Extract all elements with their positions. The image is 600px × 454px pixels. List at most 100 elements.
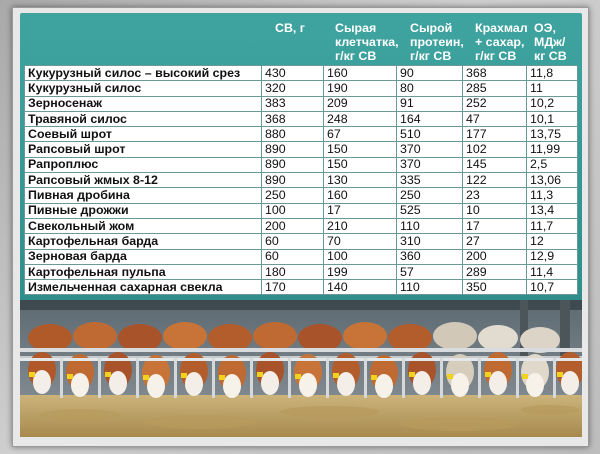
dm-cell: 100	[261, 202, 324, 219]
header-starch-line-2: + сахар,	[475, 35, 525, 49]
energy-cell: 10,1	[526, 110, 578, 128]
table-row: Зерновая барда 60 100 360 200 12,9	[24, 248, 578, 265]
dm-cell: 60	[261, 248, 324, 265]
table-row: Кукурузный силос 320 190 80 285 11	[24, 80, 578, 97]
fiber-cell: 210	[323, 217, 397, 235]
dm-cell: 180	[261, 263, 324, 281]
protein-cell: 370	[396, 156, 463, 174]
table-row: Травяной силос 368 248 164 47 10,1	[24, 110, 578, 128]
table-row: Измельченная сахарная свекла 170 140 110…	[24, 279, 578, 296]
starch-cell: 47	[462, 110, 527, 128]
header-starch-line-1: Крахмал	[475, 21, 528, 35]
starch-cell: 200	[462, 248, 527, 265]
cattle-photo-illustration	[20, 300, 582, 437]
dm-cell: 200	[261, 217, 324, 235]
starch-cell: 368	[462, 64, 527, 82]
fiber-cell: 190	[323, 80, 397, 97]
dm-cell: 430	[261, 64, 324, 82]
starch-cell: 102	[462, 141, 527, 158]
starch-cell: 289	[462, 263, 527, 281]
energy-cell: 11	[526, 80, 578, 97]
feed-name-cell: Зерносенаж	[24, 95, 262, 112]
protein-cell: 370	[396, 141, 463, 158]
feed-name-cell: Соевый шрот	[24, 126, 262, 143]
feed-name-cell: Рапсовый жмых 8-12	[24, 172, 262, 189]
header-protein-line-1: Сырой	[410, 21, 453, 35]
energy-cell: 13,06	[526, 172, 578, 189]
starch-cell: 350	[462, 279, 527, 296]
header-energy-line-1: ОЭ,	[534, 21, 556, 35]
protein-cell: 335	[396, 172, 463, 189]
fiber-cell: 160	[323, 187, 397, 204]
energy-cell: 11,99	[526, 141, 578, 158]
table-row: Картофельная пульпа 180 199 57 289 11,4	[24, 263, 578, 281]
energy-cell: 13,4	[526, 202, 578, 219]
starch-cell: 145	[462, 156, 527, 174]
protein-cell: 360	[396, 248, 463, 265]
energy-cell: 11,3	[526, 187, 578, 204]
starch-cell: 122	[462, 172, 527, 189]
protein-cell: 525	[396, 202, 463, 219]
dm-cell: 890	[261, 156, 324, 174]
fiber-cell: 199	[323, 263, 397, 281]
fiber-cell: 150	[323, 141, 397, 158]
cattle-feeding-photo	[20, 300, 582, 437]
feed-name-cell: Кукурузный силос	[24, 80, 262, 97]
starch-cell: 252	[462, 95, 527, 112]
starch-cell: 10	[462, 202, 527, 219]
table-row: Картофельная барда 60 70 310 27 12	[24, 233, 578, 250]
starch-cell: 17	[462, 217, 527, 235]
starch-cell: 23	[462, 187, 527, 204]
protein-cell: 110	[396, 217, 463, 235]
fiber-cell: 67	[323, 126, 397, 143]
feed-name-cell: Свекольный жом	[24, 217, 262, 235]
feed-name-cell: Измельченная сахарная свекла	[24, 279, 262, 296]
protein-cell: 164	[396, 110, 463, 128]
dm-cell: 170	[261, 279, 324, 296]
header-dm-line: СВ, г	[275, 21, 305, 35]
table-row: Кукурузный силос – высокий срез 430 160 …	[24, 64, 578, 82]
table-row: Зерносенаж 383 209 91 252 10,2	[24, 95, 578, 112]
header-protein: Сырой протеин, г/кг СВ	[410, 21, 464, 63]
protein-cell: 57	[396, 263, 463, 281]
protein-cell: 310	[396, 233, 463, 250]
poster-board: СВ, г Сырая клетчатка, г/кг СВ Сырой про…	[12, 7, 589, 447]
energy-cell: 12	[526, 233, 578, 250]
energy-cell: 11,8	[526, 64, 578, 82]
dm-cell: 250	[261, 187, 324, 204]
energy-cell: 10,2	[526, 95, 578, 112]
header-protein-line-2: протеин,	[410, 35, 464, 49]
dm-cell: 60	[261, 233, 324, 250]
protein-cell: 110	[396, 279, 463, 296]
feed-name-cell: Рапсовый шрот	[24, 141, 262, 158]
fiber-cell: 70	[323, 233, 397, 250]
fiber-cell: 130	[323, 172, 397, 189]
protein-cell: 80	[396, 80, 463, 97]
table-row: Рапроплюс 890 150 370 145 2,5	[24, 156, 578, 174]
header-energy-line-2: МДж/	[534, 35, 566, 49]
feed-name-cell: Рапроплюс	[24, 156, 262, 174]
energy-cell: 11,7	[526, 217, 578, 235]
fiber-cell: 248	[323, 110, 397, 128]
fiber-cell: 17	[323, 202, 397, 219]
energy-cell: 13,75	[526, 126, 578, 143]
feed-name-cell: Пивная дробина	[24, 187, 262, 204]
protein-cell: 90	[396, 64, 463, 82]
energy-cell: 2,5	[526, 156, 578, 174]
feed-table: Кукурузный силос – высокий срез 430 160 …	[24, 64, 578, 296]
feed-name-cell: Картофельная барда	[24, 233, 262, 250]
feed-table-panel: СВ, г Сырая клетчатка, г/кг СВ Сырой про…	[20, 13, 582, 302]
feed-name-cell: Кукурузный силос – высокий срез	[24, 64, 262, 82]
fiber-cell: 160	[323, 64, 397, 82]
table-row: Соевый шрот 880 67 510 177 13,75	[24, 126, 578, 143]
dm-cell: 320	[261, 80, 324, 97]
protein-cell: 91	[396, 95, 463, 112]
energy-cell: 11,4	[526, 263, 578, 281]
header-starch-line-3: г/кг СВ	[475, 49, 517, 63]
dm-cell: 890	[261, 172, 324, 189]
header-dm: СВ, г	[275, 21, 305, 35]
fiber-cell: 150	[323, 156, 397, 174]
starch-cell: 285	[462, 80, 527, 97]
dm-cell: 880	[261, 126, 324, 143]
fiber-cell: 209	[323, 95, 397, 112]
